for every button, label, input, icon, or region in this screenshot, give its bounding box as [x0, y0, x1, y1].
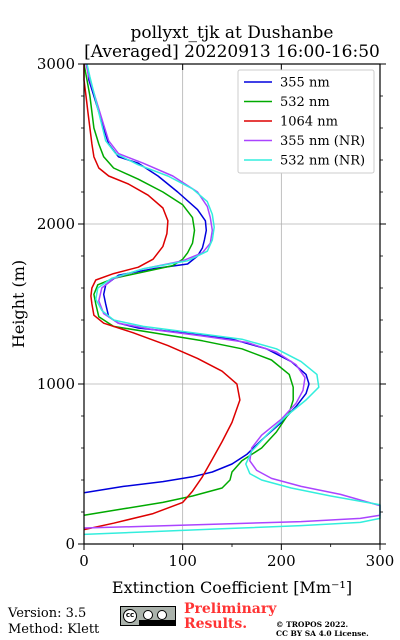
version-label: Version: 3.5 [8, 606, 87, 621]
x-tick-label: 300 [366, 552, 395, 570]
copyright-line2: CC BY SA 4.0 License. [276, 629, 369, 638]
y-axis-label: Height (m) [9, 260, 28, 348]
series-line-532-nm [83, 63, 294, 516]
cc-bar [139, 620, 175, 625]
extinction-profile-chart: pollyxt_tjk at Dushanbe [Averaged] 20220… [9, 23, 395, 597]
legend-entries: 355 nm 532 nm 1064 nm 355 nm (NR) 532 nm (NR… [244, 76, 365, 169]
legend-label-355-nm: 355 nm [280, 76, 330, 91]
x-tick-label: 100 [168, 552, 197, 570]
cc-sa-icon [157, 610, 167, 620]
plot-frame [83, 63, 381, 545]
preliminary-line1: Preliminary [184, 601, 277, 617]
x-axis-label: Extinction Coefficient [Mm⁻¹] [112, 578, 352, 597]
y-tick-label: 3000 [37, 55, 75, 73]
y-tick-label: 1000 [37, 375, 75, 393]
chart-title-line1: pollyxt_tjk at Dushanbe [131, 23, 334, 43]
cc-logo-icon: cc [123, 609, 137, 623]
copyright-note: © TROPOS 2022. CC BY SA 4.0 License. [276, 620, 369, 638]
x-tick-label: 200 [267, 552, 296, 570]
copyright-line1: © TROPOS 2022. [276, 620, 349, 629]
x-tick-label: 0 [79, 552, 89, 570]
cc-by-icon [143, 610, 153, 620]
legend-label-355-nm-nr: 355 nm (NR) [280, 134, 365, 149]
legend-box [237, 69, 375, 174]
series-line-355-nm-nr [83, 63, 381, 529]
chart-title-line2: [Averaged] 20220913 16:00-16:50 [84, 42, 380, 62]
cc-license-badge-icon: cc [120, 606, 176, 626]
series-line-1064-nm [83, 64, 241, 531]
preliminary-line2: Results. [184, 616, 248, 632]
y-tick-label: 0 [65, 535, 75, 553]
preliminary-results-note: Preliminary Results. [184, 602, 276, 632]
legend-label-1064-nm: 1064 nm [280, 115, 338, 130]
series-line-532-nm-nr [83, 63, 381, 536]
legend-label-532-nm: 532 nm [280, 95, 330, 110]
legend-label-532-nm-nr: 532 nm (NR) [280, 154, 365, 169]
legend: 355 nm 532 nm 1064 nm 355 nm (NR) 532 nm (NR… [237, 69, 375, 174]
series-lines [83, 63, 381, 536]
y-tick-label: 2000 [37, 215, 75, 233]
method-label: Method: Klett [8, 622, 100, 637]
